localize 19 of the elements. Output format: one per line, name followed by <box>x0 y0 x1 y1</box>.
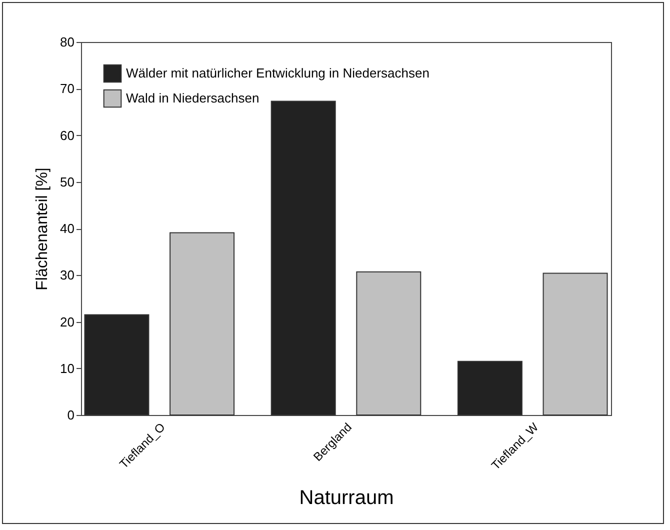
y-tick-label: 30 <box>60 268 74 283</box>
bar <box>542 272 608 416</box>
y-tick-label: 10 <box>60 360 74 376</box>
y-tick-label: 20 <box>60 314 74 330</box>
y-tick-label: 40 <box>60 221 74 236</box>
y-tick-label: 70 <box>60 81 74 96</box>
x-axis-title: Naturraum <box>299 486 394 509</box>
y-tick-label: 60 <box>60 128 74 143</box>
y-tick-label: 50 <box>60 174 74 190</box>
bar <box>170 232 235 416</box>
legend-label: Wälder mit natürlicher Entwicklung in Niedersachsen <box>126 66 430 80</box>
bar <box>457 360 522 416</box>
y-tick-label: 80 <box>60 34 74 50</box>
bar <box>84 314 150 416</box>
y-axis-title: Flächenanteil [%] <box>34 168 52 290</box>
bar <box>270 100 336 416</box>
bar <box>356 271 422 416</box>
y-tick-label: 0 <box>67 408 74 422</box>
legend-label: Wald in Niedersachsen <box>126 90 260 106</box>
